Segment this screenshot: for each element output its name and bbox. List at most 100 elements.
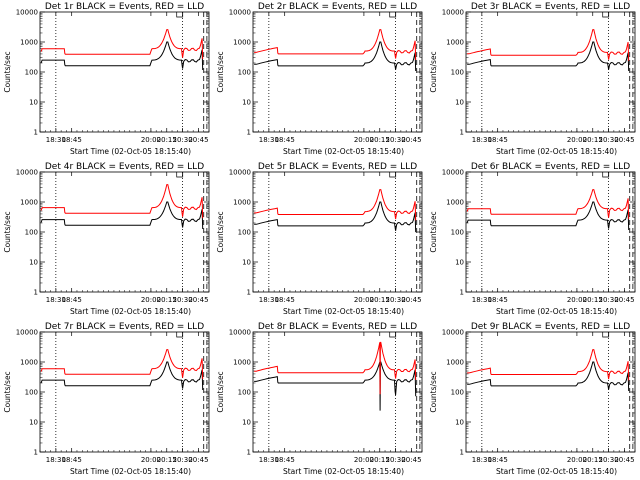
- x-tick-label: 20:45: [614, 136, 634, 144]
- y-tick-label: 1: [247, 129, 251, 137]
- y-tick-label: 10: [242, 419, 251, 427]
- x-tick-label: 20:30: [386, 136, 406, 144]
- x-tick-label: 20:00: [141, 136, 161, 144]
- x-tick-label: 18:45: [62, 456, 82, 464]
- x-axis-label: Start Time (02-Oct-05 18:15:40): [283, 307, 404, 316]
- y-axis-label: Counts/sec: [3, 211, 12, 252]
- y-tick-label: 10: [455, 419, 464, 427]
- y-tick-label: 100: [25, 389, 38, 397]
- interval-bracket: [602, 172, 610, 178]
- series-events-line: [40, 361, 204, 391]
- y-tick-label: 1: [460, 129, 464, 137]
- chart-svg-5: Det 5r BLACK = Events, RED = LLD Counts/s…: [216, 162, 423, 316]
- x-tick-label: 20:00: [354, 296, 374, 304]
- y-axis-label: Counts/sec: [429, 211, 438, 252]
- x-tick-label: 20:45: [188, 136, 208, 144]
- y-tick-label: 1000: [233, 359, 251, 367]
- chart-title: Det 3r BLACK = Events, RED = LLD: [471, 2, 630, 12]
- y-tick-label: 10: [29, 419, 38, 427]
- y-axis-label: Counts/sec: [3, 51, 12, 92]
- x-tick-label: 20:15: [583, 296, 603, 304]
- chart-svg-1: Det 1r BLACK = Events, RED = LLD Counts/s…: [3, 2, 210, 156]
- x-axis-label: Start Time (02-Oct-05 18:15:40): [496, 147, 617, 156]
- y-tick-label: 1: [34, 449, 38, 457]
- y-axis-label: Counts/sec: [3, 371, 12, 412]
- series-events-line: [467, 361, 630, 392]
- x-tick-label: 18:30: [259, 456, 279, 464]
- interval-bracket: [176, 332, 184, 338]
- series-events-line: [466, 201, 630, 231]
- x-axis-label: Start Time (02-Oct-05 18:15:40): [283, 467, 404, 476]
- x-axis-label: Start Time (02-Oct-05 18:15:40): [70, 147, 191, 156]
- y-tick-label: 10: [242, 99, 251, 107]
- y-tick-label: 10000: [442, 9, 464, 17]
- x-tick-label: 20:45: [188, 456, 208, 464]
- chart-title: Det 9r BLACK = Events, RED = LLD: [471, 322, 630, 332]
- x-tick-label: 20:15: [157, 456, 177, 464]
- x-tick-label: 20:30: [599, 456, 619, 464]
- detector-panel-9: Det 9r BLACK = Events, RED = LLD Counts/s…: [426, 320, 639, 480]
- x-tick-label: 18:45: [488, 136, 508, 144]
- x-axis-label: Start Time (02-Oct-05 18:15:40): [496, 467, 617, 476]
- y-tick-label: 10000: [229, 9, 251, 17]
- x-tick-label: 20:45: [401, 296, 421, 304]
- series-lld-line: [40, 184, 204, 219]
- y-tick-label: 1: [247, 449, 251, 457]
- y-tick-label: 10: [455, 259, 464, 267]
- y-tick-label: 10000: [16, 9, 38, 17]
- series-events-line: [254, 361, 417, 411]
- y-tick-label: 100: [451, 229, 464, 237]
- y-tick-label: 10000: [16, 329, 38, 337]
- plot-frame: [465, 331, 636, 453]
- x-tick-label: 20:00: [141, 296, 161, 304]
- y-tick-label: 1000: [20, 359, 38, 367]
- series-events-line: [254, 201, 417, 233]
- series-events-line: [40, 41, 204, 71]
- y-tick-label: 10000: [442, 329, 464, 337]
- x-tick-label: 20:00: [567, 296, 587, 304]
- x-tick-label: 20:30: [386, 456, 406, 464]
- series-lld-line: [254, 189, 417, 221]
- x-tick-label: 18:45: [62, 296, 82, 304]
- x-tick-label: 20:30: [386, 296, 406, 304]
- y-axis-label: Counts/sec: [429, 371, 438, 412]
- y-axis-label: Counts/sec: [216, 211, 225, 252]
- chart-svg-2: Det 2r BLACK = Events, RED = LLD Counts/s…: [216, 2, 423, 156]
- detector-panel-4: Det 4r BLACK = Events, RED = LLD Counts/s…: [0, 160, 213, 320]
- interval-bracket: [176, 172, 184, 178]
- y-tick-label: 100: [25, 229, 38, 237]
- chart-svg-7: Det 7r BLACK = Events, RED = LLD Counts/s…: [3, 322, 210, 476]
- interval-bracket: [602, 12, 610, 18]
- x-tick-label: 20:00: [567, 136, 587, 144]
- plot-frame: [39, 331, 210, 453]
- chart-svg-3: Det 3r BLACK = Events, RED = LLD Counts/s…: [429, 2, 636, 156]
- series-lld-line: [467, 349, 630, 381]
- chart-title: Det 8r BLACK = Events, RED = LLD: [258, 322, 417, 332]
- y-tick-label: 10: [455, 99, 464, 107]
- y-tick-label: 10000: [229, 329, 251, 337]
- plot-frame: [39, 171, 210, 293]
- series-events-line: [254, 41, 417, 72]
- x-axis-label: Start Time (02-Oct-05 18:15:40): [283, 147, 404, 156]
- interval-bracket: [602, 332, 610, 338]
- detector-panel-1: Det 1r BLACK = Events, RED = LLD Counts/s…: [0, 0, 213, 160]
- y-tick-label: 10: [242, 259, 251, 267]
- x-tick-label: 18:30: [46, 456, 66, 464]
- x-tick-label: 20:15: [370, 296, 390, 304]
- x-tick-label: 18:45: [488, 296, 508, 304]
- chart-svg-4: Det 4r BLACK = Events, RED = LLD Counts/s…: [3, 162, 210, 316]
- x-tick-label: 18:30: [46, 136, 66, 144]
- y-tick-label: 1: [34, 289, 38, 297]
- y-tick-label: 100: [238, 69, 251, 77]
- x-tick-label: 18:45: [275, 456, 295, 464]
- plot-frame: [39, 11, 210, 133]
- y-tick-label: 1000: [446, 199, 464, 207]
- chart-title: Det 4r BLACK = Events, RED = LLD: [45, 162, 204, 172]
- x-tick-label: 20:45: [188, 296, 208, 304]
- y-tick-label: 1: [34, 129, 38, 137]
- x-tick-label: 20:15: [157, 296, 177, 304]
- series-lld-line: [254, 29, 417, 61]
- x-tick-label: 20:00: [141, 456, 161, 464]
- x-tick-label: 20:45: [614, 456, 634, 464]
